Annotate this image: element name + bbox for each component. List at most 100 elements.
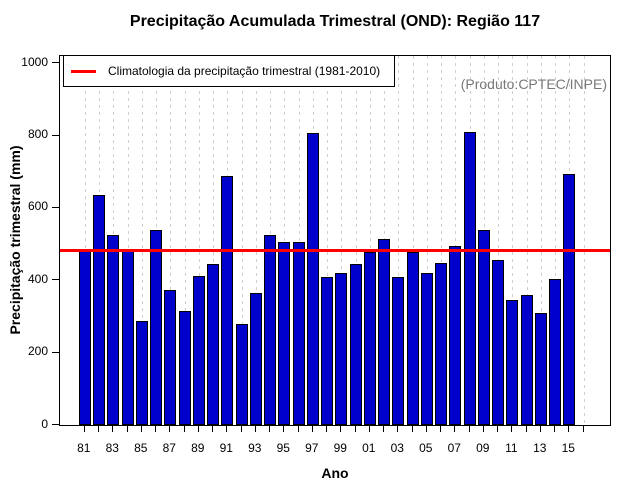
x-tick xyxy=(183,425,185,432)
x-tick xyxy=(354,425,356,432)
bar-05 xyxy=(420,273,433,425)
x-tick xyxy=(169,425,171,432)
bar-81 xyxy=(78,251,91,425)
legend-line-swatch xyxy=(71,69,96,73)
gridline xyxy=(512,56,514,425)
x-tick xyxy=(126,425,128,432)
chart-title: Precipitação Acumulada Trimestral (OND):… xyxy=(129,13,541,30)
bar-14 xyxy=(549,279,562,425)
bar-07 xyxy=(449,246,462,425)
bar-94 xyxy=(264,235,277,425)
bar-85 xyxy=(135,321,148,425)
x-tick xyxy=(297,425,299,432)
x-tick xyxy=(383,425,385,432)
x-tick xyxy=(112,425,114,432)
x-tick xyxy=(140,425,142,432)
bar-86 xyxy=(150,230,163,425)
x-tick-label: 85 xyxy=(134,441,148,455)
gridline xyxy=(241,56,243,425)
gridline xyxy=(369,56,371,425)
y-tick-label: 400 xyxy=(27,271,48,286)
bar-13 xyxy=(534,313,547,425)
gridline xyxy=(255,56,257,425)
bar-15 xyxy=(563,174,576,425)
gridline xyxy=(412,56,414,425)
bar-98 xyxy=(321,277,334,425)
x-tick xyxy=(212,425,214,432)
x-tick-label: 91 xyxy=(219,441,233,455)
legend-label: Climatologia da precipitação trimestral … xyxy=(108,64,381,78)
x-tick xyxy=(340,425,342,432)
bar-06 xyxy=(435,263,448,425)
bar-82 xyxy=(93,195,106,425)
x-tick xyxy=(582,425,584,432)
bar-83 xyxy=(107,235,120,425)
x-tick xyxy=(425,425,427,432)
bar-08 xyxy=(463,132,476,425)
x-tick-label: 95 xyxy=(276,441,290,455)
bar-88 xyxy=(178,311,191,425)
x-tick xyxy=(568,425,570,432)
bar-03 xyxy=(392,277,405,425)
bar-90 xyxy=(207,264,220,425)
y-tick xyxy=(52,62,59,64)
x-tick-label: 05 xyxy=(419,441,433,455)
y-tick xyxy=(52,424,59,425)
x-tick xyxy=(326,425,328,432)
gridline xyxy=(355,56,357,425)
bar-09 xyxy=(477,230,490,425)
x-tick xyxy=(269,425,271,432)
x-tick xyxy=(511,425,513,432)
gridline xyxy=(583,56,585,425)
gridline xyxy=(127,56,129,425)
bar-95 xyxy=(278,242,291,425)
gridline xyxy=(198,56,200,425)
y-tick xyxy=(52,351,59,353)
product-watermark: (Produto:CPTEC/INPE) xyxy=(460,76,607,92)
x-tick-label: 97 xyxy=(305,441,319,455)
plot-area xyxy=(59,55,611,426)
bar-00 xyxy=(349,264,362,425)
gridline xyxy=(298,56,300,425)
y-tick xyxy=(52,206,59,208)
gridline xyxy=(540,56,542,425)
legend: Climatologia da precipitação trimestral … xyxy=(63,55,395,87)
x-tick xyxy=(83,425,85,432)
gridline xyxy=(426,56,428,425)
x-tick xyxy=(440,425,442,432)
x-tick-label: 13 xyxy=(533,441,547,455)
y-axis-title: Precipitação trimestral (mm) xyxy=(7,145,23,335)
x-tick-label: 99 xyxy=(333,441,347,455)
bar-87 xyxy=(164,290,177,425)
gridline xyxy=(441,56,443,425)
y-tick-label: 0 xyxy=(41,416,48,431)
bar-12 xyxy=(520,295,533,425)
y-tick-label: 1000 xyxy=(21,54,48,69)
gridline xyxy=(555,56,557,425)
climatology-line xyxy=(60,249,610,253)
gridline xyxy=(213,56,215,425)
x-axis-title: Ano xyxy=(321,465,349,481)
x-tick xyxy=(254,425,256,432)
y-tick-label: 200 xyxy=(27,344,48,359)
y-tick-label: 800 xyxy=(27,127,48,142)
gridline xyxy=(170,56,172,425)
gridline xyxy=(398,56,400,425)
x-tick-label: 09 xyxy=(476,441,490,455)
x-tick xyxy=(525,425,527,432)
gridline xyxy=(141,56,143,425)
gridline xyxy=(526,56,528,425)
x-tick xyxy=(197,425,199,432)
x-tick xyxy=(554,425,556,432)
x-tick-label: 03 xyxy=(390,441,404,455)
x-tick-label: 93 xyxy=(248,441,262,455)
bar-04 xyxy=(406,252,419,425)
bar-84 xyxy=(121,251,134,425)
bar-99 xyxy=(335,273,348,425)
bar-93 xyxy=(249,293,262,425)
x-tick-label: 81 xyxy=(77,441,91,455)
gridline xyxy=(284,56,286,425)
x-tick xyxy=(468,425,470,432)
x-tick xyxy=(98,425,100,432)
